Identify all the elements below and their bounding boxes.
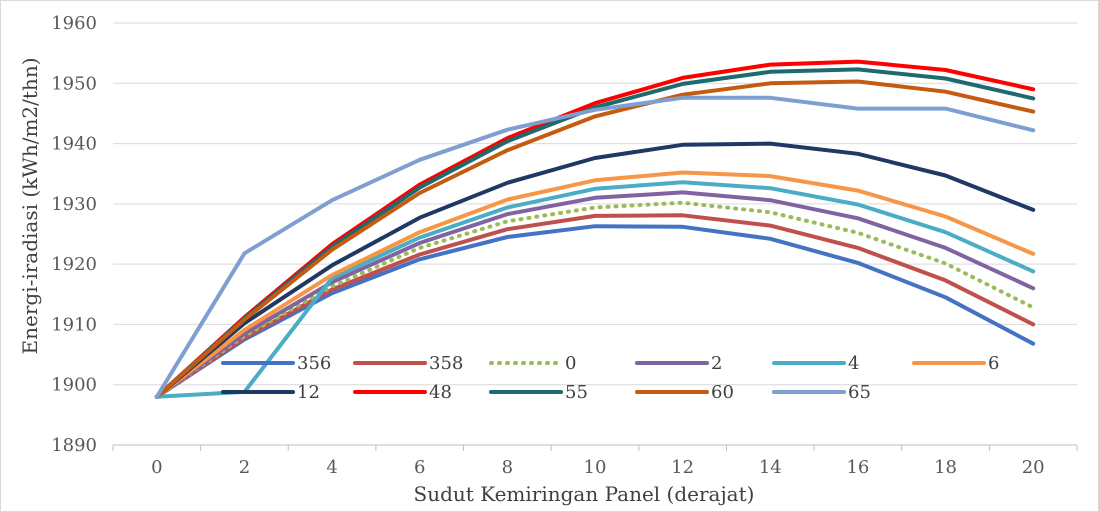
series-line-48 [154, 59, 1036, 399]
x-tick-label: 6 [414, 457, 425, 478]
legend-label: 60 [711, 382, 734, 403]
x-axis-tick-labels: 0 2 4 6 8 10 12 14 16 18 20 [151, 457, 1045, 478]
legend-item-358: 358 [353, 353, 463, 374]
x-tick-label: 18 [934, 457, 957, 478]
y-tick-label: 1890 [51, 435, 97, 456]
series-line-2 [154, 190, 1036, 399]
legend-label: 2 [711, 353, 722, 374]
legend-item-55: 55 [489, 382, 588, 403]
legend-label: 48 [429, 382, 452, 403]
x-tick-label: 14 [759, 457, 782, 478]
y-tick-label: 1910 [51, 314, 97, 335]
legend-item-0: 0 [489, 353, 576, 374]
series-line-358 [154, 213, 1036, 399]
legend-label: 65 [848, 382, 871, 403]
series-line-60 [154, 79, 1036, 399]
y-tick-label: 1940 [51, 134, 97, 155]
series-line-65 [154, 95, 1036, 399]
y-axis-title: Energi-iradiasi (kWh/m2/thn) [18, 58, 42, 355]
x-tick-label: 20 [1022, 457, 1045, 478]
legend-item-356: 356 [221, 353, 331, 374]
legend-label: 55 [565, 382, 588, 403]
legend-label: 356 [297, 353, 331, 374]
series-lines [154, 59, 1036, 399]
legend-item-4: 4 [772, 353, 859, 374]
x-axis-title: Sudut Kemiringan Panel (derajat) [414, 482, 755, 506]
gridlines [112, 22, 1078, 451]
legend-item-6: 6 [912, 353, 999, 374]
x-tick-label: 8 [502, 457, 513, 478]
x-tick-label: 16 [846, 457, 869, 478]
legend-item-48: 48 [353, 382, 452, 403]
y-tick-label: 1960 [51, 13, 97, 34]
series-line-356 [154, 224, 1036, 399]
legend-item-60: 60 [635, 382, 734, 403]
y-tick-label: 1900 [51, 375, 97, 396]
legend-label: 358 [429, 353, 463, 374]
x-tick-label: 2 [239, 457, 250, 478]
series-line-12 [154, 141, 1036, 399]
legend-item-12: 12 [221, 382, 320, 403]
legend-label: 0 [565, 353, 576, 374]
y-tick-label: 1920 [51, 254, 97, 275]
legend-item-2: 2 [635, 353, 722, 374]
y-tick-label: 1950 [51, 73, 97, 94]
legend-label: 12 [297, 382, 320, 403]
x-tick-label: 12 [671, 457, 694, 478]
x-tick-label: 0 [151, 457, 162, 478]
x-tick-label: 10 [584, 457, 607, 478]
legend-label: 6 [988, 353, 999, 374]
series-line-6 [154, 170, 1036, 399]
x-tick-label: 4 [326, 457, 337, 478]
legend-item-65: 65 [772, 382, 871, 403]
y-tick-label: 1930 [51, 194, 97, 215]
legend: 356 358 0 2 4 6 12 48 55 60 65 [221, 353, 999, 403]
series-line-4 [154, 180, 1036, 399]
legend-label: 4 [848, 353, 859, 374]
y-axis-tick-labels: 1890 1900 1910 1920 1930 1940 1950 1960 [51, 13, 97, 456]
